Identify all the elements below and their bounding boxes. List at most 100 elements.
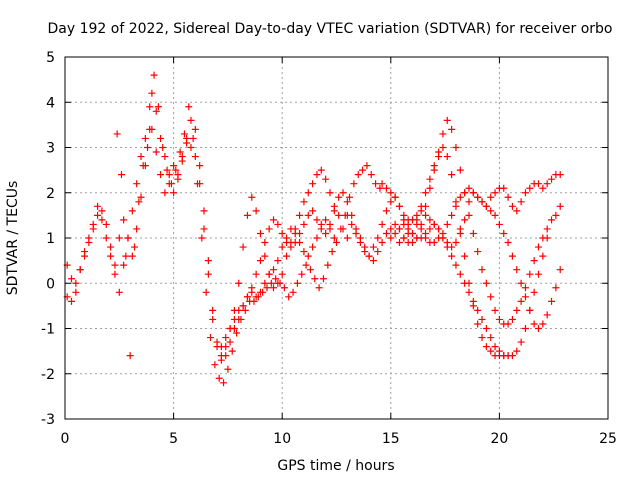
data-point [204, 270, 212, 278]
data-point [543, 225, 551, 233]
data-point [539, 184, 547, 192]
data-point [335, 193, 343, 201]
data-point [530, 257, 538, 265]
data-point [157, 134, 165, 142]
data-point [124, 234, 132, 242]
data-point [330, 207, 338, 215]
data-point [343, 211, 351, 219]
data-point [217, 343, 225, 351]
data-point [339, 189, 347, 197]
data-point [165, 180, 173, 188]
data-point [131, 243, 139, 251]
data-point [278, 229, 286, 237]
data-point [426, 225, 434, 233]
data-point [239, 243, 247, 251]
data-point [272, 275, 280, 283]
data-point [107, 252, 115, 260]
data-point [217, 352, 225, 360]
data-point [448, 252, 456, 260]
data-point [250, 297, 258, 305]
data-point [504, 320, 512, 328]
y-tick-label: 0 [46, 276, 55, 292]
x-tick-label: 20 [490, 431, 508, 447]
data-point [500, 184, 508, 192]
data-point [378, 239, 386, 247]
data-point [322, 216, 330, 224]
y-tick-label: 5 [46, 50, 55, 66]
data-point [491, 189, 499, 197]
data-point [367, 171, 375, 179]
data-point [280, 284, 288, 292]
data-point [556, 266, 564, 274]
data-point [413, 220, 421, 228]
data-point [452, 239, 460, 247]
data-point [146, 103, 154, 111]
data-point [165, 171, 173, 179]
data-point [487, 293, 495, 301]
data-point [461, 252, 469, 260]
data-point [196, 180, 204, 188]
data-point [302, 261, 310, 269]
data-point [72, 288, 80, 296]
data-point [478, 266, 486, 274]
data-point [102, 220, 110, 228]
data-point [478, 334, 486, 342]
data-point [482, 325, 490, 332]
series-track-1 [63, 89, 338, 364]
data-point [539, 320, 547, 328]
data-point [233, 329, 241, 337]
data-point [521, 189, 529, 197]
x-tick-label: 0 [61, 431, 70, 447]
data-point [452, 261, 460, 269]
data-point [287, 243, 295, 251]
data-point [452, 144, 460, 151]
data-point [548, 175, 556, 183]
data-point [526, 270, 534, 278]
data-point [139, 162, 147, 170]
data-point [141, 134, 149, 142]
data-point [161, 153, 169, 161]
data-point [315, 284, 323, 292]
data-point [117, 171, 125, 179]
data-point [359, 166, 367, 174]
data-point [495, 347, 503, 355]
data-point [456, 270, 464, 278]
data-point [404, 225, 412, 233]
data-point [270, 266, 278, 274]
data-point [137, 193, 145, 201]
data-point [191, 125, 199, 133]
data-point [148, 125, 156, 133]
data-point [256, 257, 264, 265]
data-point [187, 144, 195, 151]
data-point [387, 198, 395, 206]
data-point [461, 216, 469, 224]
data-point [98, 216, 106, 224]
y-tick-label: -3 [41, 412, 55, 428]
data-point [350, 180, 358, 188]
data-point [89, 220, 97, 228]
data-point [196, 162, 204, 170]
data-point [274, 220, 282, 228]
data-point [513, 306, 521, 314]
axis-ticks: 0 5 10 15 20 25 -3 -2 -1 0 1 2 3 4 5 [41, 50, 617, 447]
data-point [94, 202, 102, 210]
data-point [309, 180, 317, 188]
data-point [556, 202, 564, 210]
data-point [202, 288, 210, 296]
data-point [539, 252, 547, 260]
data-point [270, 284, 278, 292]
data-point [461, 189, 469, 197]
data-point [326, 189, 334, 197]
data-point [183, 134, 191, 142]
data-point [304, 189, 312, 197]
data-point [200, 207, 208, 215]
data-point [172, 166, 180, 174]
data-point [534, 180, 542, 188]
data-point [395, 225, 403, 233]
y-tick-label: 1 [46, 231, 55, 247]
data-point [354, 171, 362, 179]
data-point [137, 153, 145, 161]
data-point [456, 166, 464, 174]
data-point [107, 243, 115, 251]
data-point [508, 252, 516, 260]
